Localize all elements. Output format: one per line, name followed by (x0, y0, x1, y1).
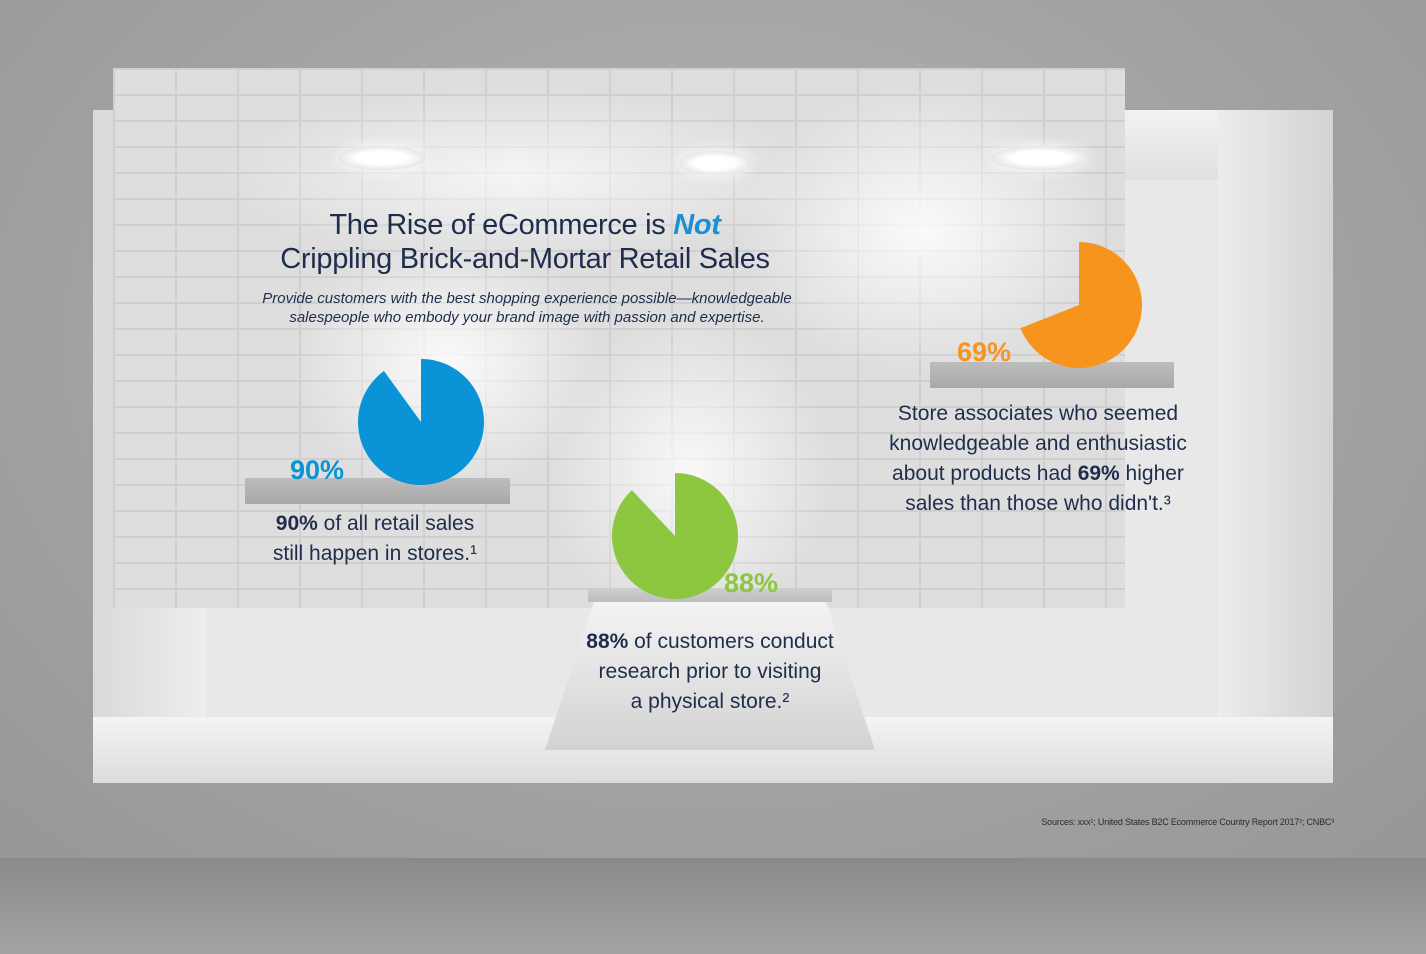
caption-88-line-3: a physical store.² (630, 690, 790, 713)
ceiling-light-left (338, 146, 426, 170)
caption-90-bold: 90% (275, 512, 318, 535)
caption-88-rest: of customers conduct (628, 630, 834, 653)
pie-label-69: 69% (957, 337, 1012, 367)
title-line-1: The Rise of eCommerce is Not (210, 208, 840, 242)
ceiling-light-center (679, 151, 751, 175)
caption-90-rest: of all retail sales (317, 512, 475, 535)
pie-label-88: 88% (724, 568, 779, 598)
pie-slice-90 (357, 359, 484, 485)
caption-88-line-2: research prior to visiting (598, 660, 822, 683)
title-line-1-text: The Rise of eCommerce is (329, 209, 674, 241)
pie-label-90: 90% (290, 455, 345, 485)
ceiling-light-right (991, 146, 1089, 170)
window-right-wall (1218, 110, 1333, 783)
title-line-2: Crippling Brick-and-Mortar Retail Sales (280, 243, 770, 275)
shelf-left (245, 478, 510, 504)
caption-88-bold: 88% (586, 630, 629, 653)
caption-90-line-2: still happen in stores.¹ (272, 542, 478, 565)
pie-chart-90 (357, 359, 484, 485)
caption-69: Store associates who seemed knowledgeabl… (868, 399, 1208, 519)
pie-slice-88 (611, 473, 738, 599)
caption-69-line-3: about products had 69% higher (868, 459, 1208, 489)
subtitle: Provide customers with the best shopping… (222, 289, 832, 327)
shelf-left-top (245, 478, 510, 504)
pie-chart-88 (611, 473, 738, 599)
subtitle-line-1: Provide customers with the best shopping… (262, 290, 792, 307)
page-title: The Rise of eCommerce is Not Crippling B… (210, 208, 840, 276)
caption-69-bold: 69% (1077, 462, 1120, 485)
pie-slice-69 (1020, 242, 1142, 368)
caption-90: 90% of all retail sales still happen in … (230, 509, 520, 569)
caption-69-line-4: sales than those who didn't.³ (905, 492, 1171, 515)
pie-chart-69 (1020, 242, 1142, 368)
caption-69-line-1: Store associates who seemed (897, 402, 1179, 425)
pedestal (545, 600, 875, 750)
floor (0, 858, 1426, 954)
caption-69-line-3-post: higher (1119, 462, 1184, 485)
subtitle-line-2: salespeople who embody your brand image … (289, 309, 765, 326)
sources-footnote: Sources: xxx¹; United States B2C Ecommer… (1041, 817, 1334, 827)
caption-90-line-1: 90% of all retail sales (230, 509, 520, 539)
shelf-right-top (930, 362, 1174, 388)
caption-69-line-2: knowledgeable and enthusiastic (889, 432, 1187, 455)
title-emphasis: Not (673, 209, 721, 241)
caption-69-line-3-pre: about products had (892, 462, 1078, 485)
caption-88-line-1: 88% of customers conduct (560, 627, 860, 657)
shelf-right (930, 362, 1174, 388)
caption-88: 88% of customers conduct research prior … (560, 627, 860, 717)
